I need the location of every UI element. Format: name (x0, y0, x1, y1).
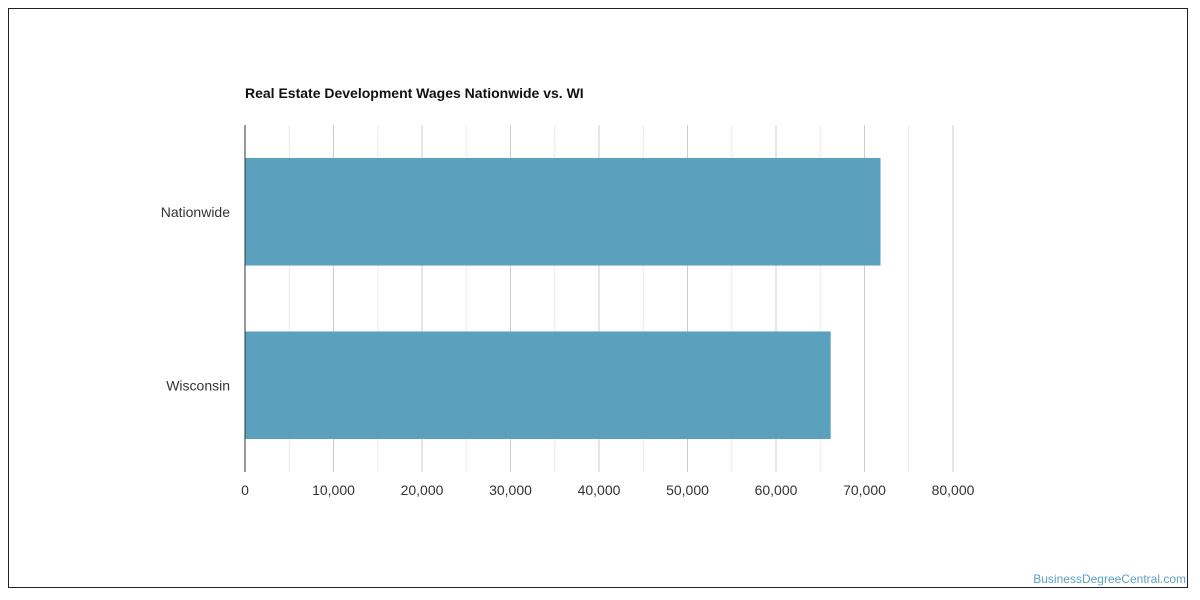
bar-wisconsin (245, 331, 831, 440)
category-label: Wisconsin (166, 377, 230, 393)
x-tick-label: 30,000 (489, 482, 532, 498)
watermark-link[interactable]: BusinessDegreeCentral.com (1033, 572, 1186, 586)
x-tick-label: 0 (241, 482, 249, 498)
bar-nationwide (245, 157, 881, 266)
category-label: Nationwide (161, 204, 230, 220)
x-tick-label: 20,000 (401, 482, 444, 498)
chart-title: Real Estate Development Wages Nationwide… (245, 85, 584, 101)
x-tick-label: 70,000 (843, 482, 886, 498)
x-tick-label: 80,000 (932, 482, 975, 498)
x-tick-label: 60,000 (755, 482, 798, 498)
x-tick-label: 50,000 (666, 482, 709, 498)
chart-frame (8, 8, 1188, 588)
x-tick-label: 40,000 (578, 482, 621, 498)
x-tick-label: 10,000 (312, 482, 355, 498)
